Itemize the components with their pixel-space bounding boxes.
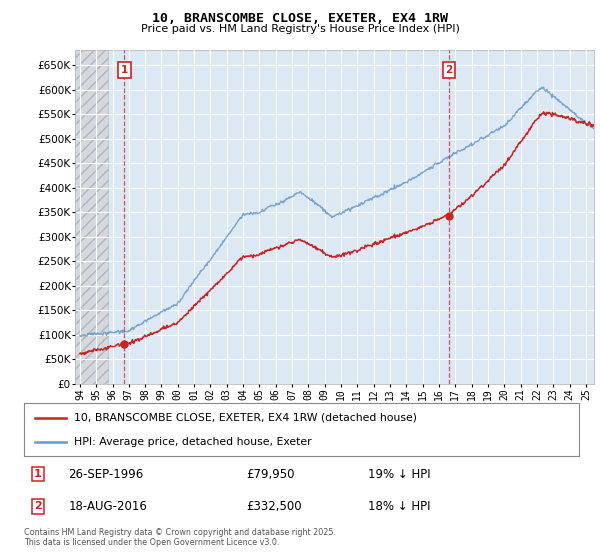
Text: Contains HM Land Registry data © Crown copyright and database right 2025.
This d: Contains HM Land Registry data © Crown c… xyxy=(24,528,336,547)
Text: 10, BRANSCOMBE CLOSE, EXETER, EX4 1RW (detached house): 10, BRANSCOMBE CLOSE, EXETER, EX4 1RW (d… xyxy=(74,413,417,423)
Text: £332,500: £332,500 xyxy=(246,500,302,513)
Text: 1: 1 xyxy=(34,469,42,479)
Text: 18-AUG-2016: 18-AUG-2016 xyxy=(68,500,147,513)
Text: 10, BRANSCOMBE CLOSE, EXETER, EX4 1RW: 10, BRANSCOMBE CLOSE, EXETER, EX4 1RW xyxy=(152,12,448,25)
Text: 1: 1 xyxy=(121,65,128,75)
Text: HPI: Average price, detached house, Exeter: HPI: Average price, detached house, Exet… xyxy=(74,437,311,447)
Text: 19% ↓ HPI: 19% ↓ HPI xyxy=(368,468,431,480)
Text: £79,950: £79,950 xyxy=(246,468,295,480)
Text: Price paid vs. HM Land Registry's House Price Index (HPI): Price paid vs. HM Land Registry's House … xyxy=(140,24,460,34)
Text: 26-SEP-1996: 26-SEP-1996 xyxy=(68,468,143,480)
Bar xyxy=(75,50,109,384)
Text: 18% ↓ HPI: 18% ↓ HPI xyxy=(368,500,431,513)
Text: 2: 2 xyxy=(34,501,42,511)
Text: 2: 2 xyxy=(445,65,452,75)
